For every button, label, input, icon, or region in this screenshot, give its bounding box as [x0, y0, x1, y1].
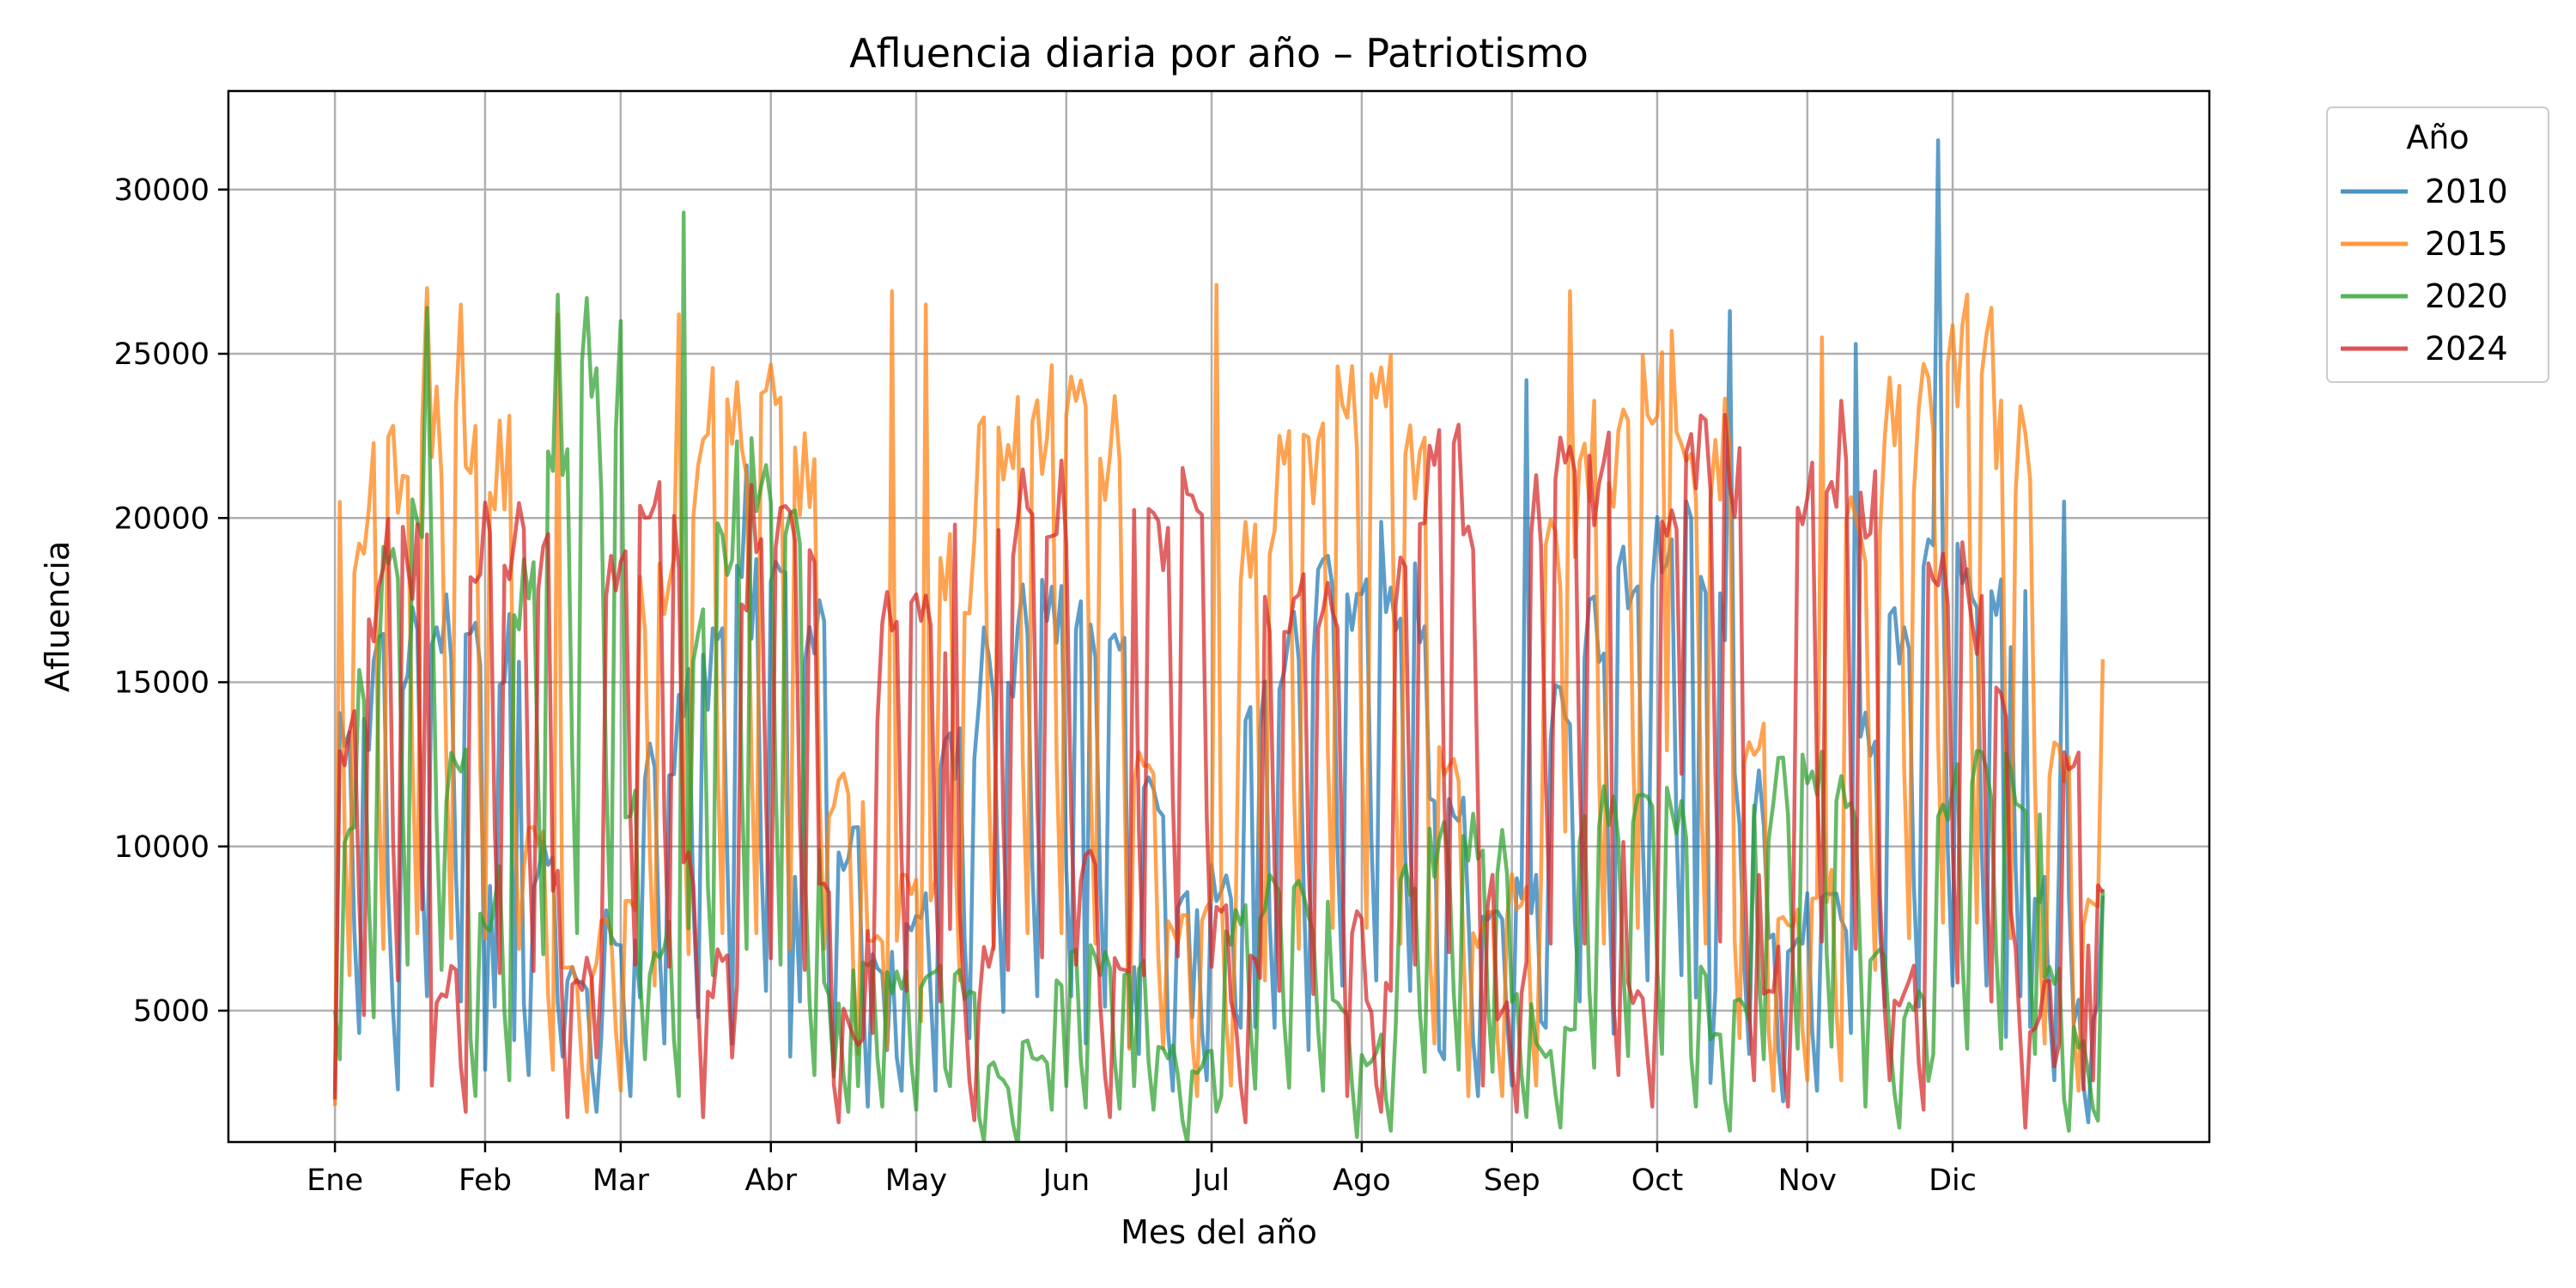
- y-tick-label: 15000: [114, 666, 210, 701]
- plot-frame: [227, 89, 2211, 1144]
- x-tick-label: Ago: [1333, 1163, 1391, 1198]
- y-axis-label: Afluencia: [39, 541, 76, 692]
- legend-label-2010: 2010: [2425, 173, 2508, 210]
- legend-items: 2010 2015 2020 2024: [2341, 173, 2508, 368]
- x-tick-label: Abr: [744, 1163, 797, 1198]
- x-tick-label: Oct: [1631, 1163, 1684, 1198]
- x-axis: Ene Feb Mar Abr May Jun Jul Ago Sep Oct Nov Dic: [307, 1142, 1977, 1198]
- x-tick-label: Mar: [592, 1163, 650, 1198]
- legend: Año 2010 2015 2020 2024: [2326, 106, 2549, 383]
- legend-label-2020: 2020: [2425, 277, 2508, 315]
- y-tick-label: 20000: [114, 501, 210, 536]
- legend-label-2015: 2015: [2425, 225, 2508, 263]
- y-axis: 5000 10000 15000 20000 25000 30000: [114, 173, 228, 1029]
- y-tick-label: 10000: [114, 830, 210, 865]
- x-tick-label: Sep: [1484, 1163, 1540, 1198]
- chart-title: Afluencia diaria por año – Patriotismo: [849, 30, 1589, 76]
- series-line-2024: [332, 398, 2105, 1130]
- y-tick-label: 25000: [114, 337, 210, 372]
- legend-title: Año: [2406, 118, 2469, 156]
- x-tick-label: Dic: [1929, 1163, 1977, 1198]
- y-tick-label: 30000: [114, 173, 210, 208]
- x-tick-label: May: [885, 1163, 947, 1198]
- legend-label-2024: 2024: [2425, 330, 2508, 368]
- y-tick-label: 5000: [133, 994, 210, 1029]
- x-tick-label: Jul: [1192, 1163, 1230, 1198]
- series-lines: [332, 138, 2105, 1142]
- x-axis-label: Mes del año: [1121, 1213, 1317, 1251]
- series-line-2010: [332, 138, 2105, 1125]
- x-tick-label: Jun: [1041, 1163, 1090, 1198]
- series-line-2015: [332, 283, 2105, 1115]
- legend-box: [2326, 106, 2549, 383]
- x-tick-label: Feb: [459, 1163, 512, 1198]
- x-tick-label: Nov: [1778, 1163, 1837, 1198]
- x-tick-label: Ene: [307, 1163, 363, 1198]
